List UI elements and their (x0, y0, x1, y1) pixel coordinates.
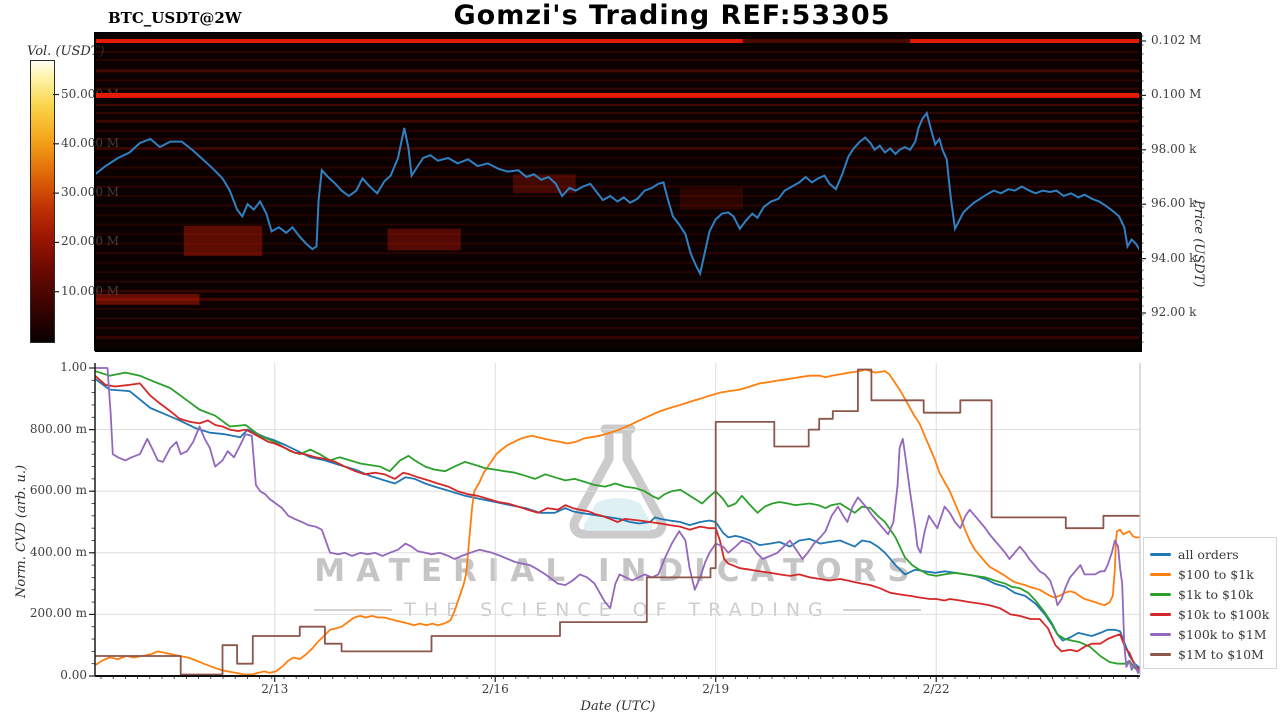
legend-label: $100k to $1M (1178, 626, 1267, 642)
price-tick-label: 92.00 k (1151, 305, 1197, 319)
date-tick-label: 2/22 (922, 682, 950, 696)
price-tick-label: 0.100 M (1151, 87, 1202, 102)
volume-heatmap-panel[interactable] (95, 33, 1142, 352)
legend-item[interactable]: $100 to $1k (1150, 564, 1276, 584)
watermark-tagline-text: THE SCIENCE OF TRADING (404, 599, 831, 621)
watermark: MATERIAL INDICATORS THE SCIENCE OF TRADI… (314, 415, 921, 640)
cvd-tick-label: 600.00 m (29, 483, 87, 498)
colorbar-title: Vol. (USDT) (27, 44, 105, 59)
legend-label: $1k to $10k (1178, 586, 1254, 602)
cvd-tick-label: 800.00 m (29, 421, 87, 436)
colorbar-tick-label: 50.000 M (61, 86, 120, 101)
price-tick-label: 96.00 k (1151, 196, 1197, 211)
colorbar-tick-label: 30.000 M (61, 185, 120, 200)
instrument-label: BTC_USDT@2W (108, 9, 242, 27)
legend-label: $100 to $1k (1178, 566, 1254, 582)
cvd-tick-label: 200.00 m (29, 606, 87, 621)
legend-swatch (1150, 652, 1171, 656)
price-tick-label: 98.00 k (1151, 141, 1197, 156)
cvd-tick-label: 400.00 m (29, 544, 87, 559)
cvd-tick-label: 0.00 (60, 668, 87, 682)
legend-label: $10k to $100k (1178, 606, 1270, 622)
legend-swatch (1150, 632, 1171, 636)
legend-label: $1M to $10M (1178, 646, 1264, 662)
price-axis-title: Price (USDT) (1191, 200, 1206, 288)
legend-item[interactable]: $1M to $10M (1150, 644, 1276, 664)
date-tick-label: 2/19 (702, 682, 730, 696)
price-tick-label: 94.00 k (1151, 250, 1197, 265)
legend-swatch (1150, 572, 1171, 576)
date-tick-label: 2/13 (261, 682, 289, 696)
page-title: Gomzi's Trading REF:53305 (453, 0, 891, 31)
colorbar-tick-label: 10.000 M (61, 283, 120, 298)
date-tick-label: 2/16 (481, 682, 509, 696)
legend-item[interactable]: all orders (1150, 544, 1276, 564)
tagline-dash-right (842, 609, 921, 611)
watermark-tagline-row: THE SCIENCE OF TRADING (314, 599, 921, 621)
legend-item[interactable]: $100k to $1M (1150, 624, 1276, 644)
legend-item[interactable]: $10k to $100k (1150, 604, 1276, 624)
price-tick-label: 0.102 M (1151, 33, 1202, 47)
tagline-dash-left (314, 609, 393, 611)
flask-icon (569, 424, 666, 539)
cvd-tick-label: 1.00 (60, 360, 87, 374)
legend-item[interactable]: $1k to $10k (1150, 584, 1276, 604)
legend-swatch (1150, 552, 1171, 556)
volume-colorbar (30, 60, 55, 343)
legend-swatch (1150, 592, 1171, 596)
colorbar-tick-label: 20.000 M (61, 234, 120, 249)
watermark-brand-text: MATERIAL INDICATORS (314, 553, 921, 589)
legend[interactable]: all orders $100 to $1k $1k to $10k $10k to … (1143, 537, 1277, 669)
date-axis-title: Date (UTC) (580, 699, 656, 714)
legend-label: all orders (1178, 546, 1239, 562)
colorbar-tick-label: 40.000 M (61, 135, 120, 150)
legend-swatch (1150, 612, 1171, 616)
